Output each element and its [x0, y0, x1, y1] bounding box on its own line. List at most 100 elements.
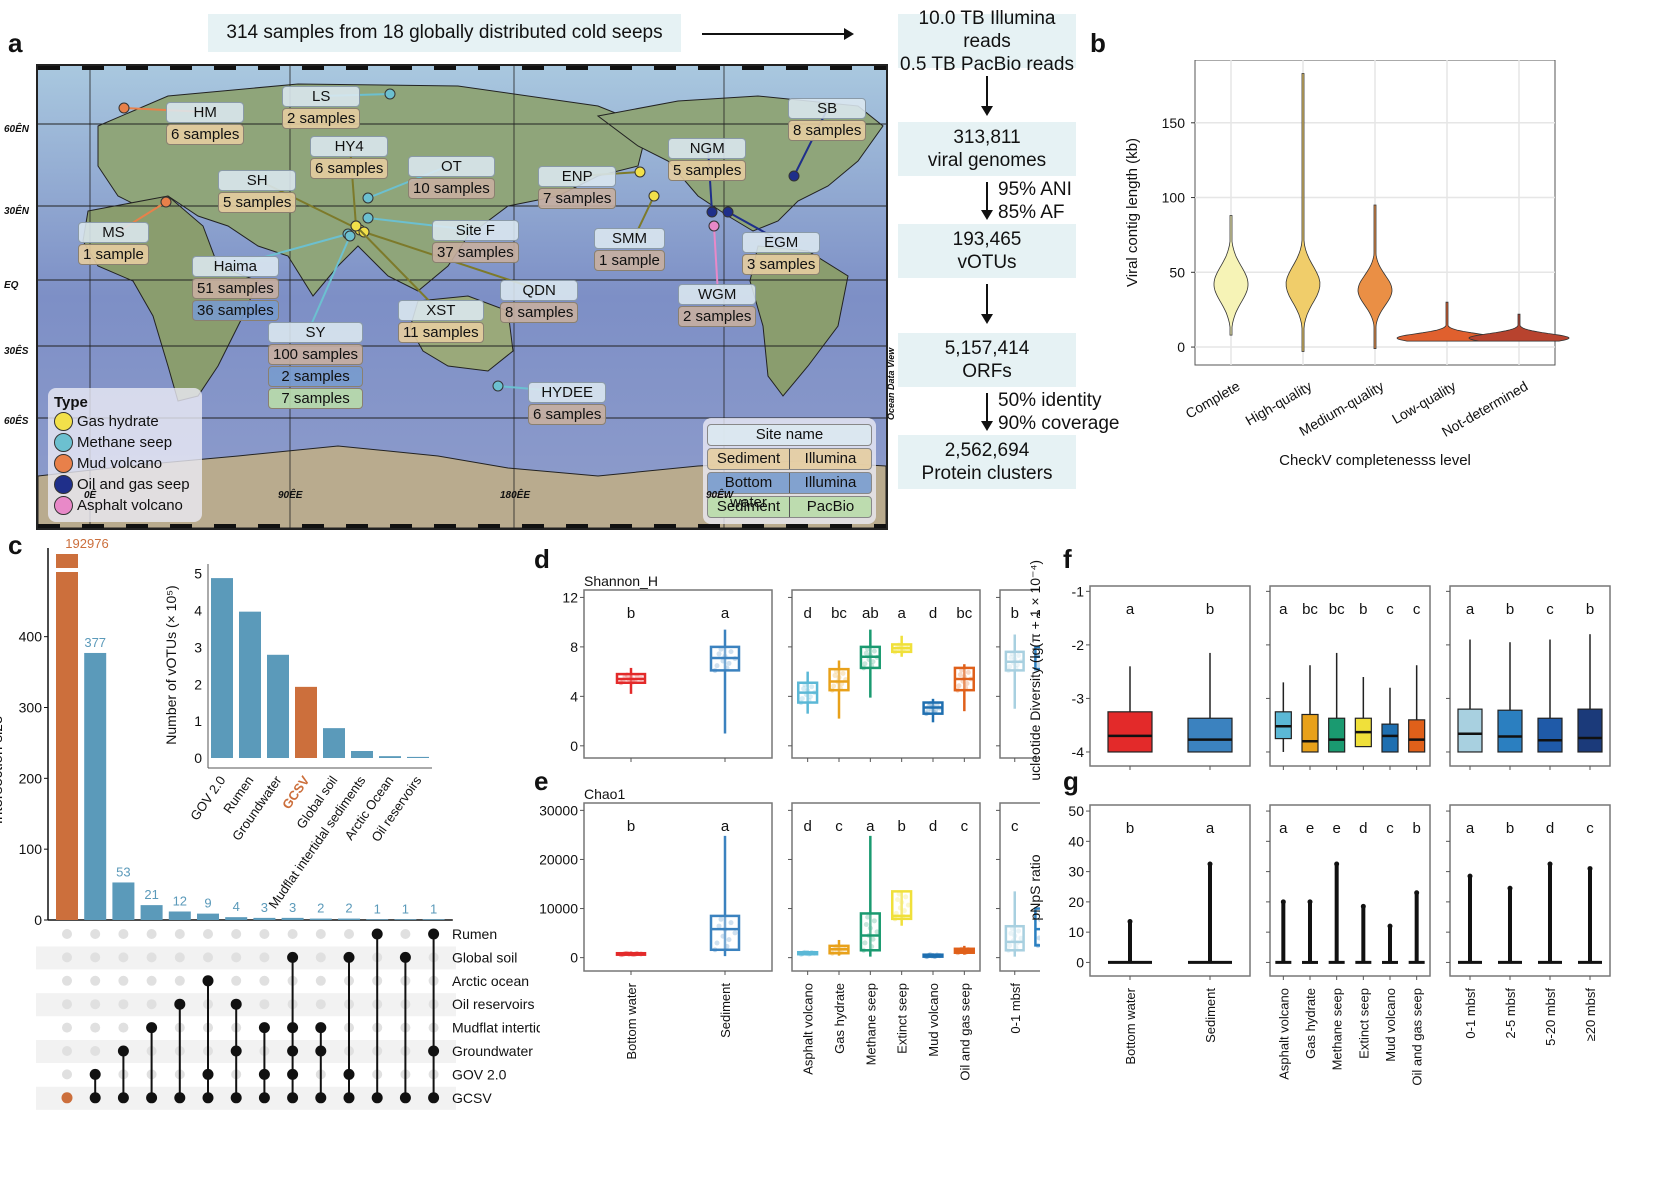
- longitude-label: 0Ê: [84, 490, 97, 501]
- significance-letter: c: [1413, 601, 1421, 618]
- site-key-legend: Site name Sediment Illumina Bottom water Il…: [703, 418, 876, 524]
- jitter-point: [933, 707, 939, 713]
- matrix-dot-filled: [287, 951, 299, 963]
- significance-letter: b: [1126, 820, 1134, 837]
- site-sample-count: 8 samples: [788, 120, 867, 141]
- site-sample-count: 2 samples: [678, 306, 757, 327]
- map-frame-tick: [522, 524, 544, 528]
- matrix-dot-empty: [62, 975, 72, 986]
- jitter-point: [1008, 654, 1014, 660]
- y-axis-title: Viral contig length (kb): [1124, 138, 1141, 287]
- key-platform: Illumina: [789, 449, 871, 469]
- bar-value-label: 1: [402, 901, 409, 916]
- map-frame-tick: [390, 524, 412, 528]
- y-tick-label: -4: [1072, 744, 1085, 760]
- site-label-sh: SH 5 samples: [218, 170, 297, 213]
- jitter-point: [831, 683, 837, 689]
- inset-y-tick-label: 2: [194, 676, 202, 692]
- box: [1537, 717, 1563, 753]
- map-credit: Ocean Data View: [886, 347, 896, 420]
- set-label: GCSV: [452, 1090, 492, 1106]
- significance-letter: a: [721, 605, 730, 622]
- site-marker: [492, 380, 504, 392]
- x-tick-label: 0-1 mbsf: [1008, 983, 1023, 1034]
- significance-letter: d: [929, 605, 937, 622]
- jitter-point: [903, 894, 909, 900]
- bar-value-label: 377: [84, 635, 106, 650]
- box: [1381, 723, 1399, 753]
- matrix-dot-empty: [203, 929, 213, 939]
- site-sample-count: 1 sample: [78, 244, 149, 265]
- box: [891, 890, 913, 921]
- violin-not-determined: [1468, 313, 1570, 342]
- y-tick-label: 300: [19, 700, 43, 716]
- outlier-point: [1280, 899, 1286, 905]
- jitter-point: [807, 694, 813, 700]
- outlier-point: [1307, 899, 1313, 905]
- matrix-dot-filled: [174, 1092, 186, 1104]
- significance-letter: d: [1546, 820, 1554, 837]
- type-legend-item: Methane seep: [54, 432, 196, 453]
- jitter-point: [893, 910, 899, 916]
- site-marker: [788, 170, 800, 182]
- jitter-point: [1012, 933, 1018, 939]
- outlier-point: [1334, 861, 1340, 867]
- jitter-point: [1016, 928, 1022, 934]
- matrix-dot-filled: [230, 998, 242, 1010]
- facet-panel: [1089, 804, 1251, 977]
- x-tick-label: Sediment: [1203, 988, 1218, 1043]
- flow-box-votus: 193,465 vOTUs: [898, 224, 1076, 278]
- chao1-boxplot: Chao1 0 10000 20000 30000 b Bottom water a Sedim…: [540, 786, 1040, 1081]
- box: [1577, 708, 1603, 753]
- matrix-dot-filled: [428, 1092, 440, 1104]
- significance-letter: a: [866, 818, 875, 835]
- site-key-row: Sediment Illumina: [707, 448, 872, 470]
- facet-panel: [791, 802, 981, 972]
- intersection-bar: [84, 652, 107, 920]
- matrix-dot-empty: [90, 999, 101, 1010]
- y-tick-label: 4: [570, 688, 578, 704]
- map-frame-tick: [346, 524, 368, 528]
- flow-note-identity: 50% identity 90% coverage: [998, 390, 1120, 434]
- significance-letter: c: [1386, 820, 1394, 837]
- legend-swatch-icon: [54, 496, 73, 515]
- intersection-bar: [225, 917, 248, 920]
- intersection-bar: [253, 917, 276, 920]
- y-tick-label: 10: [1068, 924, 1084, 940]
- inset-y-axis-title: Number of vOTUs (× 10⁵): [163, 585, 179, 744]
- outlier-point: [1127, 919, 1133, 925]
- box: [1301, 713, 1319, 753]
- significance-letter: a: [721, 818, 730, 835]
- longitude-label: 90ÊE: [278, 490, 303, 501]
- jitter-point: [865, 914, 871, 920]
- site-marker: [344, 230, 356, 242]
- set-label: Arctic ocean: [452, 973, 529, 989]
- significance-letter: a: [1279, 820, 1288, 837]
- bar-value-label: 4: [233, 899, 240, 914]
- significance-letter: b: [1206, 601, 1214, 618]
- x-tick-label: Mud volcano: [1383, 988, 1398, 1062]
- site-sample-count: 2 samples: [282, 108, 361, 129]
- site-name: ENP: [538, 166, 617, 187]
- jitter-point: [718, 916, 724, 922]
- y-tick-label: 20: [1068, 894, 1084, 910]
- site-sample-count: 100 samples: [268, 344, 364, 365]
- map-frame-tick: [302, 524, 324, 528]
- outlier-point: [1507, 885, 1513, 891]
- y-tick-label: 40: [1068, 833, 1084, 849]
- matrix-dot-filled: [146, 1092, 158, 1104]
- box: [1457, 708, 1483, 753]
- matrix-dot-filled: [146, 1022, 158, 1034]
- jitter-point: [720, 933, 726, 939]
- set-label: Rumen: [452, 926, 497, 942]
- matrix-dot-filled: [399, 951, 411, 963]
- intersection-bar: [281, 917, 304, 920]
- panel-label-e: e: [534, 766, 549, 796]
- jitter-point: [965, 669, 971, 675]
- jitter-point: [724, 943, 730, 949]
- matrix-dot-filled: [89, 1092, 101, 1104]
- site-label-xst: XST 11 samples: [398, 300, 484, 343]
- matrix-dot-empty: [90, 1046, 101, 1056]
- jitter-point: [866, 656, 872, 662]
- site-name: NGM: [668, 138, 747, 159]
